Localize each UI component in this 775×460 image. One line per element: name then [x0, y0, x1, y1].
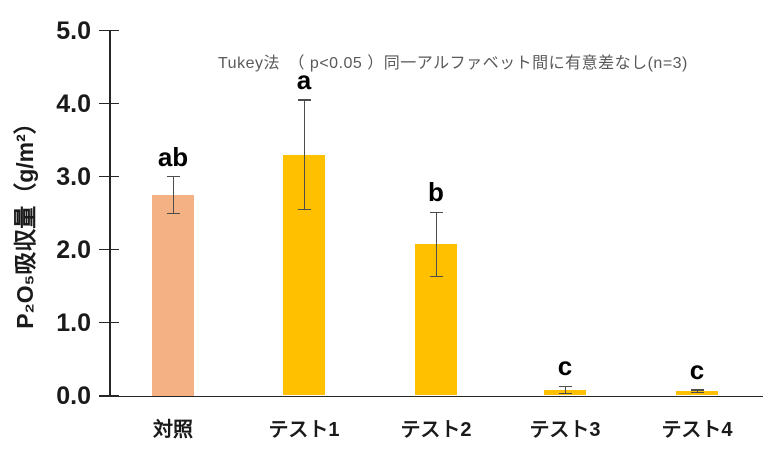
error-bar-cap-top — [297, 99, 311, 101]
error-bar-cap-bottom — [429, 276, 443, 278]
significance-letter: ab — [157, 141, 189, 172]
y-tick — [99, 102, 119, 105]
tukey-annotation: Tukey法 （ p<0.05 ）同一アルファベット間に有意差なし(n=3) — [218, 55, 688, 72]
significance-letter: c — [557, 351, 573, 381]
y-axis-line — [109, 30, 111, 396]
y-tick-label: 5.0 — [56, 16, 91, 45]
error-bar-line — [435, 212, 437, 277]
error-bar-cap-bottom — [558, 392, 572, 395]
error-bar-cap-bottom — [690, 392, 704, 394]
error-bar-line — [172, 176, 174, 213]
error-bar-cap-bottom — [297, 208, 311, 211]
error-bar-line — [696, 389, 698, 393]
y-tick — [99, 29, 119, 32]
x-category-label: テスト1 — [268, 419, 340, 441]
error-bar-cap-top — [558, 385, 572, 387]
error-bar-line — [303, 99, 305, 210]
x-axis-line — [99, 395, 763, 398]
y-tick-label: 0.0 — [56, 381, 91, 410]
x-category-label: 対照 — [153, 419, 193, 441]
error-bar-cap-top — [166, 176, 180, 178]
y-tick — [99, 394, 119, 397]
error-bar-cap-top — [429, 211, 443, 214]
error-bar-cap-bottom — [166, 212, 180, 214]
significance-letter: b — [428, 177, 444, 208]
y-tick-label: 2.0 — [56, 235, 91, 264]
left-edge-artifact — [0, 387, 5, 390]
y-tick — [99, 321, 119, 324]
x-category-label: テスト3 — [529, 419, 601, 441]
y-tick-label: 4.0 — [56, 89, 91, 118]
error-bar-cap-top — [690, 389, 704, 391]
significance-letter: c — [689, 354, 705, 385]
y-tick-label: 3.0 — [56, 162, 91, 191]
y-tick — [99, 248, 119, 251]
significance-letter: a — [296, 64, 312, 95]
error-bar-line — [564, 386, 566, 394]
y-tick — [99, 175, 119, 178]
x-category-label: テスト2 — [400, 419, 472, 441]
y-tick-label: 1.0 — [56, 308, 91, 337]
bar — [152, 194, 194, 396]
x-category-label: テスト4 — [661, 419, 733, 441]
